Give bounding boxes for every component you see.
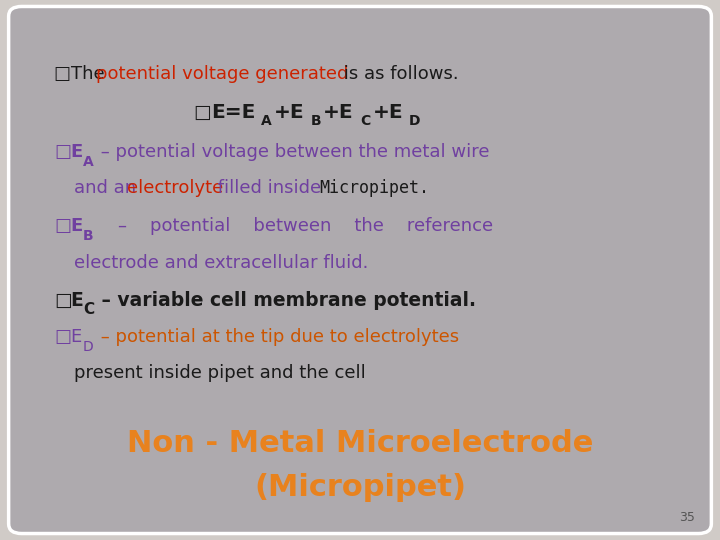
Text: E: E <box>70 291 83 309</box>
Text: □The: □The <box>54 65 110 83</box>
Text: □E: □E <box>54 328 82 346</box>
Text: 35: 35 <box>679 511 695 524</box>
Text: +E: +E <box>323 103 354 122</box>
Text: □E: □E <box>54 217 84 235</box>
Text: potential voltage generated: potential voltage generated <box>96 65 348 83</box>
Text: is as follows.: is as follows. <box>338 65 459 83</box>
Text: – potential at the tip due to electrolytes: – potential at the tip due to electrolyt… <box>95 328 459 346</box>
Text: C: C <box>360 114 370 129</box>
Text: A: A <box>83 155 94 169</box>
Text: E=E: E=E <box>211 103 256 122</box>
Text: – potential voltage between the metal wire: – potential voltage between the metal wi… <box>95 143 490 161</box>
Text: B: B <box>83 229 94 243</box>
Text: +E: +E <box>274 103 305 122</box>
Text: □: □ <box>54 291 72 309</box>
Text: –    potential    between    the    reference: – potential between the reference <box>95 217 493 235</box>
Text: electrode and extracellular fluid.: electrode and extracellular fluid. <box>74 254 369 272</box>
Text: Micropipet.: Micropipet. <box>319 179 429 197</box>
Text: (Micropipet): (Micropipet) <box>254 472 466 502</box>
Text: +E: +E <box>373 103 404 122</box>
Text: □: □ <box>193 103 211 122</box>
Text: – variable cell membrane potential.: – variable cell membrane potential. <box>95 291 476 309</box>
Text: D: D <box>409 114 420 129</box>
Text: electrolyte: electrolyte <box>127 179 224 197</box>
Text: A: A <box>261 114 271 129</box>
Text: D: D <box>83 340 94 354</box>
Text: Non - Metal Microelectrode: Non - Metal Microelectrode <box>127 429 593 458</box>
Text: C: C <box>83 302 94 318</box>
Text: B: B <box>310 114 321 129</box>
Text: filled inside: filled inside <box>212 179 328 197</box>
Text: and an: and an <box>74 179 142 197</box>
Text: present inside pipet and the cell: present inside pipet and the cell <box>74 364 366 382</box>
Text: □E: □E <box>54 143 84 161</box>
